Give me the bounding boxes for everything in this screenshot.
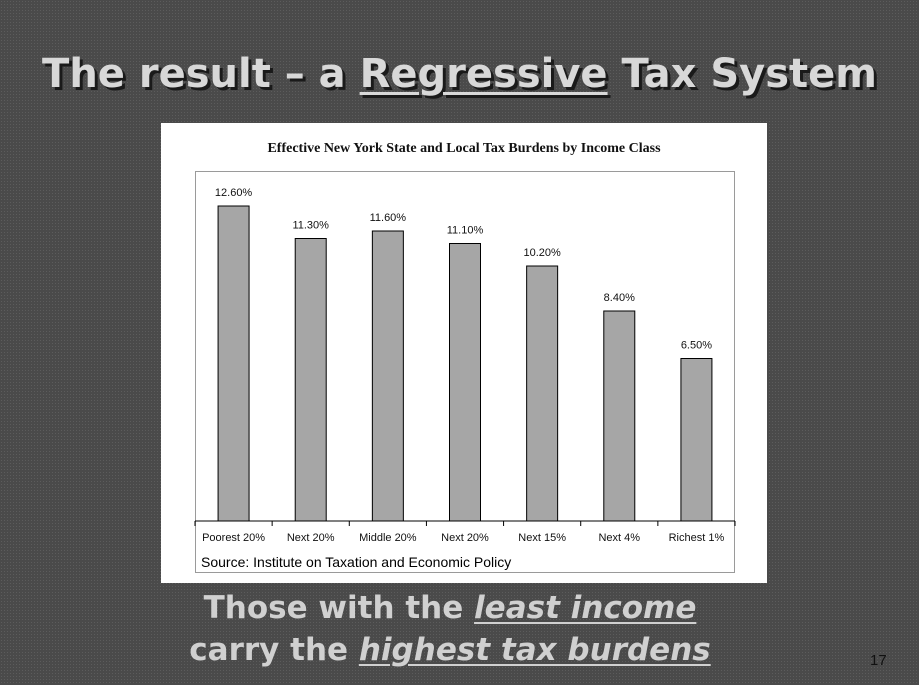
chart-title: Effective New York State and Local Tax B… [267,141,661,156]
x-tick-label: Next 4% [598,532,640,544]
x-tick-label: Next 15% [518,532,566,544]
bar [371,230,404,522]
subtitle-line-1-emphasis: least income [474,590,697,626]
slide-title: The result – a Regressive Tax System [0,48,919,100]
bar [526,265,559,522]
data-label: 10.20% [523,247,561,259]
subtitle-line-2: carry the highest tax burdens [0,630,900,670]
subtitle-line-1-prefix: Those with the [203,590,475,626]
title-part-1: The result – a [42,51,360,97]
bar [294,238,327,522]
bar [449,243,481,522]
x-tick-label: Poorest 20% [202,532,265,544]
plot-area [195,171,735,573]
data-label: 11.30% [292,220,329,232]
data-label: 6.50% [681,340,712,352]
bar [680,358,713,522]
data-label: 11.60% [370,212,407,224]
bar [603,310,636,522]
x-tick-label: Next 20% [441,532,489,544]
subtitle-line-2-prefix: carry the [189,632,359,668]
page-number: 17 [870,652,887,669]
subtitle-line-1: Those with the least income [0,588,900,628]
data-label: 11.10% [447,225,484,237]
title-emphasis: Regressive [359,51,608,97]
bar-chart: 12.60% Poorest 20% 11.30% Next 20% 11.60% Mid… [194,187,736,544]
title-part-2: Tax System [607,51,877,97]
source-note: Source: Institute on Taxation and Econom… [201,554,512,570]
bar [217,205,250,522]
x-tick-label: Richest 1% [669,532,725,544]
data-label: 12.60% [215,187,253,199]
x-tick-label: Middle 20% [359,532,417,544]
subtitle-line-2-emphasis: highest tax burdens [358,632,711,668]
data-label: 8.40% [604,292,635,304]
x-tick-label: Next 20% [287,532,335,544]
chart-panel: Effective New York State and Local Tax B… [161,123,767,583]
